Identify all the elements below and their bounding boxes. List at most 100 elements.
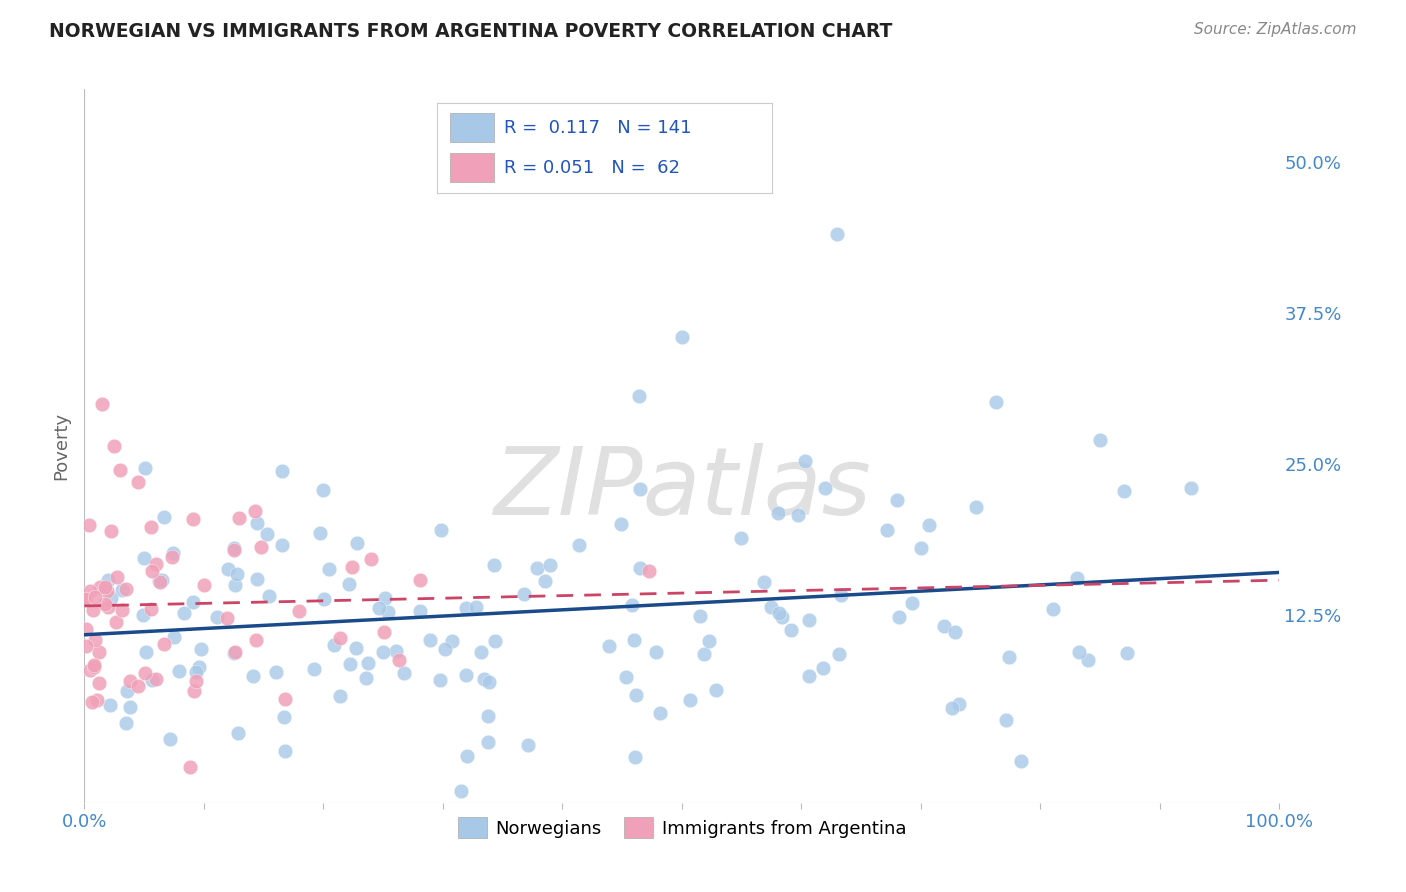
Immigrants from Argentina — [184, 674, 207, 689]
Immigrants from Argentina — [94, 597, 117, 611]
Immigrants from Argentina — [84, 591, 107, 605]
Norwegians — [1067, 644, 1090, 658]
Norwegians — [270, 537, 292, 551]
Immigrants from Argentina — [228, 510, 250, 524]
Norwegians — [704, 683, 727, 698]
Norwegians — [224, 577, 246, 591]
Norwegians — [624, 749, 647, 764]
Norwegians — [648, 706, 671, 720]
Immigrants from Argentina — [89, 644, 111, 658]
Norwegians — [568, 537, 591, 551]
Norwegians — [141, 673, 163, 687]
Norwegians — [450, 783, 472, 797]
Norwegians — [226, 567, 249, 582]
Norwegians — [477, 708, 499, 723]
Norwegians — [162, 546, 184, 560]
Norwegians — [217, 562, 239, 576]
Norwegians — [373, 645, 395, 659]
Norwegians — [329, 690, 352, 704]
Norwegians — [614, 670, 637, 684]
Norwegians — [1042, 602, 1064, 616]
Norwegians — [257, 589, 280, 603]
Norwegians — [994, 713, 1017, 727]
Norwegians — [337, 577, 360, 591]
Immigrants from Argentina — [145, 557, 167, 571]
Immigrants from Argentina — [87, 676, 110, 690]
Norwegians — [901, 596, 924, 610]
Immigrants from Argentina — [222, 542, 245, 557]
Norwegians — [354, 671, 377, 685]
Norwegians — [1066, 571, 1088, 585]
Norwegians — [624, 688, 647, 702]
Norwegians — [97, 573, 120, 587]
Immigrants from Argentina — [141, 519, 163, 533]
Immigrants from Argentina — [388, 653, 411, 667]
Norwegians — [770, 609, 793, 624]
Immigrants from Argentina — [127, 679, 149, 693]
Norwegians — [512, 587, 534, 601]
Norwegians — [689, 609, 711, 624]
Norwegians — [699, 633, 721, 648]
Immigrants from Argentina — [75, 622, 97, 636]
Norwegians — [1180, 481, 1202, 495]
Norwegians — [752, 574, 775, 589]
Immigrants from Argentina — [82, 603, 104, 617]
Norwegians — [115, 715, 138, 730]
Norwegians — [730, 531, 752, 545]
Text: Source: ZipAtlas.com: Source: ZipAtlas.com — [1194, 22, 1357, 37]
Norwegians — [768, 606, 790, 620]
Text: ZIPatlas: ZIPatlas — [494, 443, 870, 534]
Norwegians — [226, 726, 249, 740]
Immigrants from Argentina — [342, 560, 364, 574]
Norwegians — [344, 641, 367, 656]
Norwegians — [323, 638, 346, 652]
Immigrants from Argentina — [152, 637, 174, 651]
Norwegians — [150, 573, 173, 587]
Norwegians — [814, 481, 837, 495]
Norwegians — [434, 642, 457, 657]
Norwegians — [517, 738, 540, 752]
Immigrants from Argentina — [79, 517, 101, 532]
Norwegians — [441, 633, 464, 648]
Immigrants from Argentina — [360, 551, 382, 566]
Norwegians — [430, 523, 453, 537]
Norwegians — [346, 536, 368, 550]
Norwegians — [205, 610, 228, 624]
Immigrants from Argentina — [274, 692, 297, 706]
Immigrants from Argentina — [89, 580, 111, 594]
Norwegians — [181, 595, 204, 609]
Norwegians — [246, 572, 269, 586]
Norwegians — [609, 516, 631, 531]
Immigrants from Argentina — [75, 639, 97, 653]
Norwegians — [1115, 647, 1137, 661]
Norwegians — [526, 560, 548, 574]
Immigrants from Argentina — [111, 603, 134, 617]
Norwegians — [429, 673, 451, 688]
Norwegians — [134, 551, 156, 566]
Immigrants from Argentina — [79, 583, 101, 598]
Immigrants from Argentina — [134, 665, 156, 680]
Norwegians — [264, 665, 287, 680]
Norwegians — [671, 330, 693, 344]
Norwegians — [374, 591, 396, 605]
Immigrants from Argentina — [373, 624, 395, 639]
Immigrants from Argentina — [215, 611, 238, 625]
Norwegians — [876, 523, 898, 537]
Norwegians — [464, 600, 486, 615]
Norwegians — [534, 574, 557, 588]
Norwegians — [385, 644, 408, 658]
Immigrants from Argentina — [160, 549, 183, 564]
Immigrants from Argentina — [86, 693, 108, 707]
Immigrants from Argentina — [638, 565, 661, 579]
Y-axis label: Poverty: Poverty — [52, 412, 70, 480]
Norwegians — [766, 506, 789, 520]
Immigrants from Argentina — [288, 604, 311, 618]
Norwegians — [256, 527, 278, 541]
Norwegians — [644, 645, 666, 659]
Immigrants from Argentina — [250, 540, 273, 554]
Norwegians — [628, 389, 651, 403]
Immigrants from Argentina — [193, 577, 215, 591]
Norwegians — [111, 582, 134, 597]
Norwegians — [302, 662, 325, 676]
Immigrants from Argentina — [149, 574, 172, 589]
